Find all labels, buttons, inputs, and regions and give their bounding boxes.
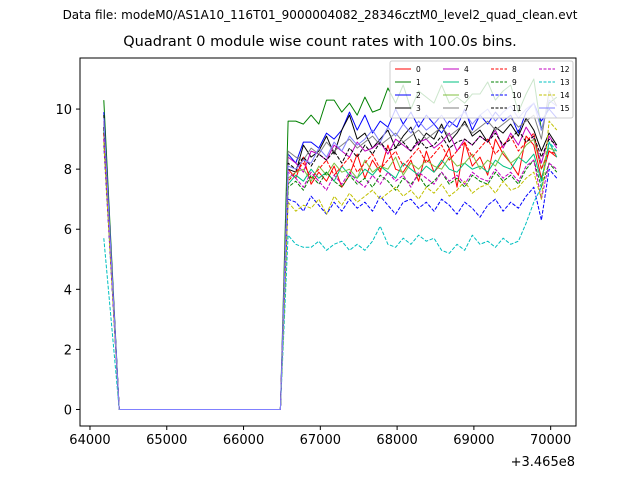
series-line-1 [103, 78, 558, 410]
x-tick-label: 69000 [453, 433, 494, 448]
legend-label-4: 4 [464, 65, 469, 74]
axes-layer: 64000 65000 66000 67000 68000 69000 70000 0 2 4 6 8… [55, 103, 571, 448]
legend-label-14: 14 [560, 91, 570, 100]
series-line-9 [103, 139, 558, 410]
y-tick-label: 10 [55, 103, 72, 118]
legend-label-8: 8 [512, 65, 517, 74]
legend-label-2: 2 [416, 91, 421, 100]
series-line-12 [103, 139, 558, 410]
x-tick-label: 68000 [376, 433, 417, 448]
legend-label-6: 6 [464, 91, 469, 100]
series-line-11 [103, 127, 558, 410]
x-tick-label: 70000 [530, 433, 571, 448]
legend-label-12: 12 [560, 65, 570, 74]
legend-label-10: 10 [512, 91, 522, 100]
plot-frame [79, 57, 577, 427]
series-line-3 [103, 114, 558, 410]
series-line-10 [103, 145, 558, 410]
y-tick-label: 4 [64, 283, 72, 298]
x-tick-label: 65000 [146, 433, 187, 448]
x-tick-label: 67000 [300, 433, 341, 448]
x-tick-label: 64000 [69, 433, 110, 448]
legend-label-3: 3 [416, 104, 421, 113]
series-line-0 [103, 121, 558, 410]
legend-label-1: 1 [416, 78, 421, 87]
legend-frame [389, 60, 574, 119]
y-tick-label: 0 [64, 403, 72, 418]
legend-label-11: 11 [512, 104, 522, 113]
series-line-8 [103, 132, 557, 410]
y-tick-label: 8 [64, 163, 72, 178]
series-line-7 [103, 90, 558, 410]
figure-suptitle: Data file: modeM0/AS1A10_116T01_90000040… [62, 8, 578, 22]
series-layer [103, 78, 558, 410]
legend-label-9: 9 [512, 78, 517, 87]
legend-label-5: 5 [464, 78, 469, 87]
legend-label-15: 15 [560, 104, 570, 113]
chart-title: Quadrant 0 module wise count rates with … [123, 34, 517, 50]
series-line-14 [103, 120, 558, 410]
y-tick-label: 2 [64, 343, 72, 358]
y-tick-label: 6 [64, 223, 72, 238]
series-line-13 [103, 141, 558, 410]
legend-label-0: 0 [416, 65, 421, 74]
x-offset-label: +3.465e8 [511, 455, 575, 470]
series-line-6 [103, 133, 557, 410]
legend-label-13: 13 [560, 78, 570, 87]
legend-label-7: 7 [464, 104, 469, 113]
x-tick-label: 66000 [223, 433, 264, 448]
